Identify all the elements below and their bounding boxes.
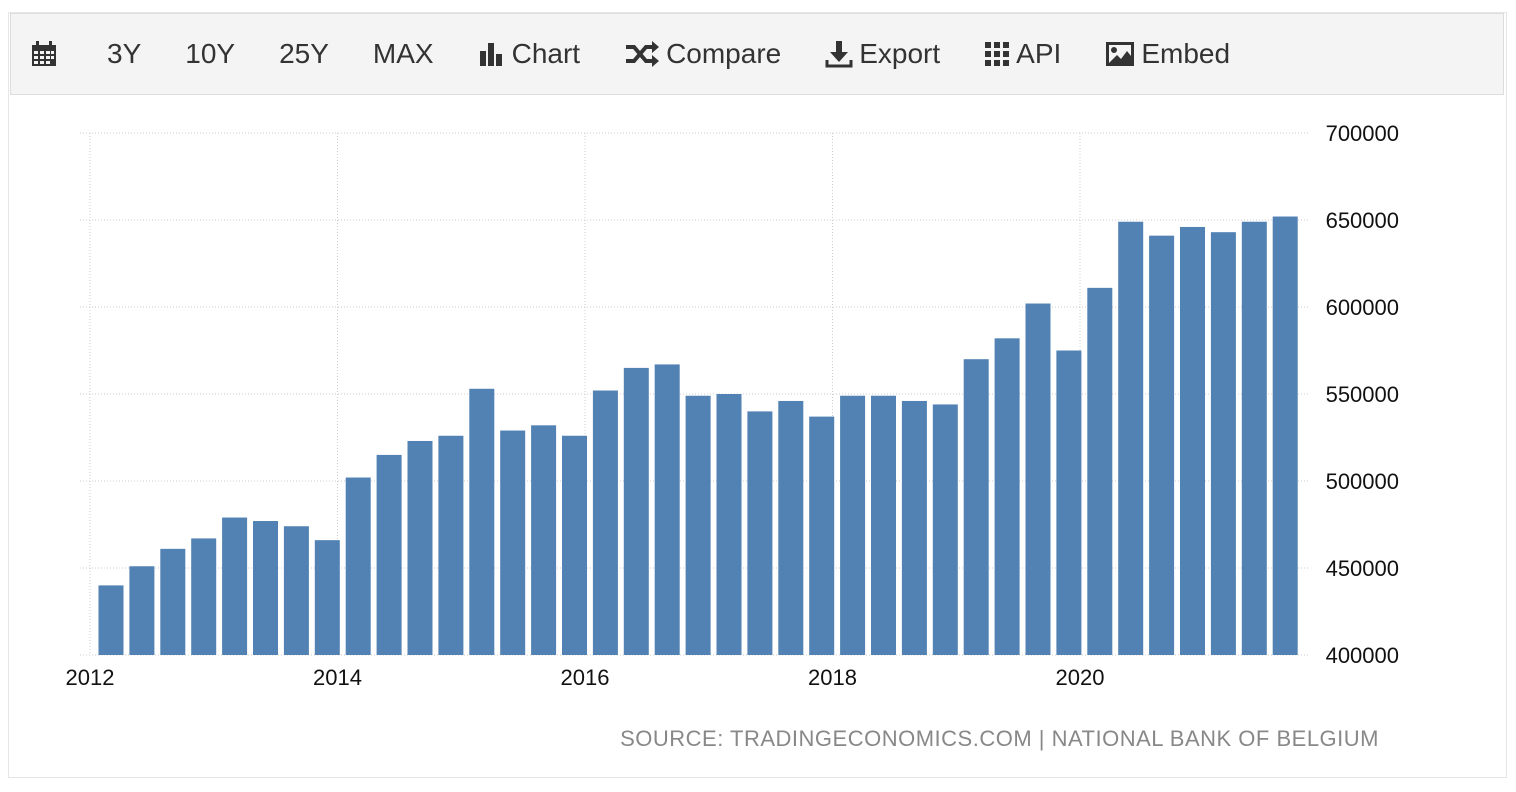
bar bbox=[1210, 232, 1236, 655]
bar bbox=[747, 411, 773, 655]
source-credit: SOURCE: TRADINGECONOMICS.COM | NATIONAL … bbox=[620, 726, 1379, 751]
bar bbox=[531, 425, 557, 655]
bar bbox=[901, 400, 927, 655]
image-icon bbox=[1106, 42, 1135, 66]
bar bbox=[623, 367, 649, 655]
y-tick-label: 550000 bbox=[1326, 382, 1399, 407]
bar bbox=[191, 538, 217, 655]
bar bbox=[1149, 235, 1175, 655]
x-tick-label: 2012 bbox=[66, 665, 115, 690]
grid-icon bbox=[985, 42, 1010, 66]
range-25y-label: 25Y bbox=[279, 38, 329, 69]
toolbar: 3Y 10Y 25Y MAX Chart Compare Export API … bbox=[10, 13, 1504, 95]
embed-label: Embed bbox=[1141, 38, 1231, 69]
bar bbox=[1056, 350, 1082, 655]
y-tick-label: 650000 bbox=[1326, 208, 1399, 233]
bar bbox=[376, 454, 402, 655]
download-icon bbox=[825, 41, 853, 68]
api-label: API bbox=[1016, 38, 1062, 69]
bar bbox=[222, 517, 248, 655]
bar bbox=[1118, 221, 1144, 656]
bar bbox=[685, 395, 711, 655]
bar bbox=[407, 440, 433, 655]
bar bbox=[469, 388, 495, 655]
range-25y-button[interactable]: 25Y bbox=[279, 38, 329, 70]
bar bbox=[345, 477, 371, 655]
y-tick-label: 450000 bbox=[1326, 556, 1399, 581]
x-tick-label: 2016 bbox=[561, 665, 610, 690]
bar bbox=[160, 548, 186, 655]
bar bbox=[871, 395, 896, 655]
bar bbox=[932, 404, 958, 655]
calendar-button[interactable] bbox=[31, 41, 63, 67]
y-tick-label: 600000 bbox=[1326, 295, 1399, 320]
x-tick-label: 2018 bbox=[808, 665, 857, 690]
range-10y-button[interactable]: 10Y bbox=[185, 38, 235, 70]
export-label: Export bbox=[859, 38, 941, 69]
bar bbox=[129, 566, 155, 655]
y-tick-label: 700000 bbox=[1326, 121, 1399, 146]
api-button[interactable]: API bbox=[984, 38, 1061, 70]
bar bbox=[716, 394, 742, 655]
range-3y-label: 3Y bbox=[107, 38, 142, 69]
bar bbox=[1025, 303, 1051, 655]
bar bbox=[1087, 287, 1113, 655]
chart-button[interactable]: Chart bbox=[478, 38, 580, 70]
bar bbox=[592, 390, 618, 655]
bar bbox=[500, 430, 526, 655]
x-tick-label: 2020 bbox=[1056, 665, 1105, 690]
bar bbox=[654, 364, 680, 655]
bar bbox=[283, 526, 309, 655]
bar bbox=[1241, 221, 1267, 656]
export-button[interactable]: Export bbox=[825, 38, 940, 70]
bar bbox=[1180, 226, 1205, 655]
y-tick-label: 500000 bbox=[1326, 469, 1399, 494]
range-10y-label: 10Y bbox=[185, 38, 236, 69]
x-tick-label: 2014 bbox=[313, 665, 362, 690]
bar bbox=[994, 338, 1020, 655]
compare-label: Compare bbox=[666, 38, 782, 69]
compare-button[interactable]: Compare bbox=[624, 38, 781, 70]
embed-button[interactable]: Embed bbox=[1105, 38, 1230, 70]
bar bbox=[963, 359, 989, 655]
bar bbox=[314, 540, 340, 655]
bar bbox=[438, 435, 464, 655]
bar-chart-icon bbox=[479, 43, 502, 66]
range-max-button[interactable]: MAX bbox=[373, 38, 434, 70]
chart-frame bbox=[8, 12, 1507, 778]
bar bbox=[98, 585, 124, 655]
shuffle-icon bbox=[626, 41, 660, 67]
bar bbox=[778, 400, 804, 655]
bar bbox=[562, 435, 587, 655]
bar bbox=[809, 416, 835, 655]
calendar-icon bbox=[32, 41, 56, 66]
bar bbox=[253, 521, 278, 655]
bar bbox=[1272, 216, 1298, 655]
range-max-label: MAX bbox=[372, 38, 434, 69]
chart-label: Chart bbox=[511, 38, 581, 69]
y-tick-label: 400000 bbox=[1326, 643, 1399, 668]
bar bbox=[840, 395, 866, 655]
range-3y-button[interactable]: 3Y bbox=[107, 38, 141, 70]
